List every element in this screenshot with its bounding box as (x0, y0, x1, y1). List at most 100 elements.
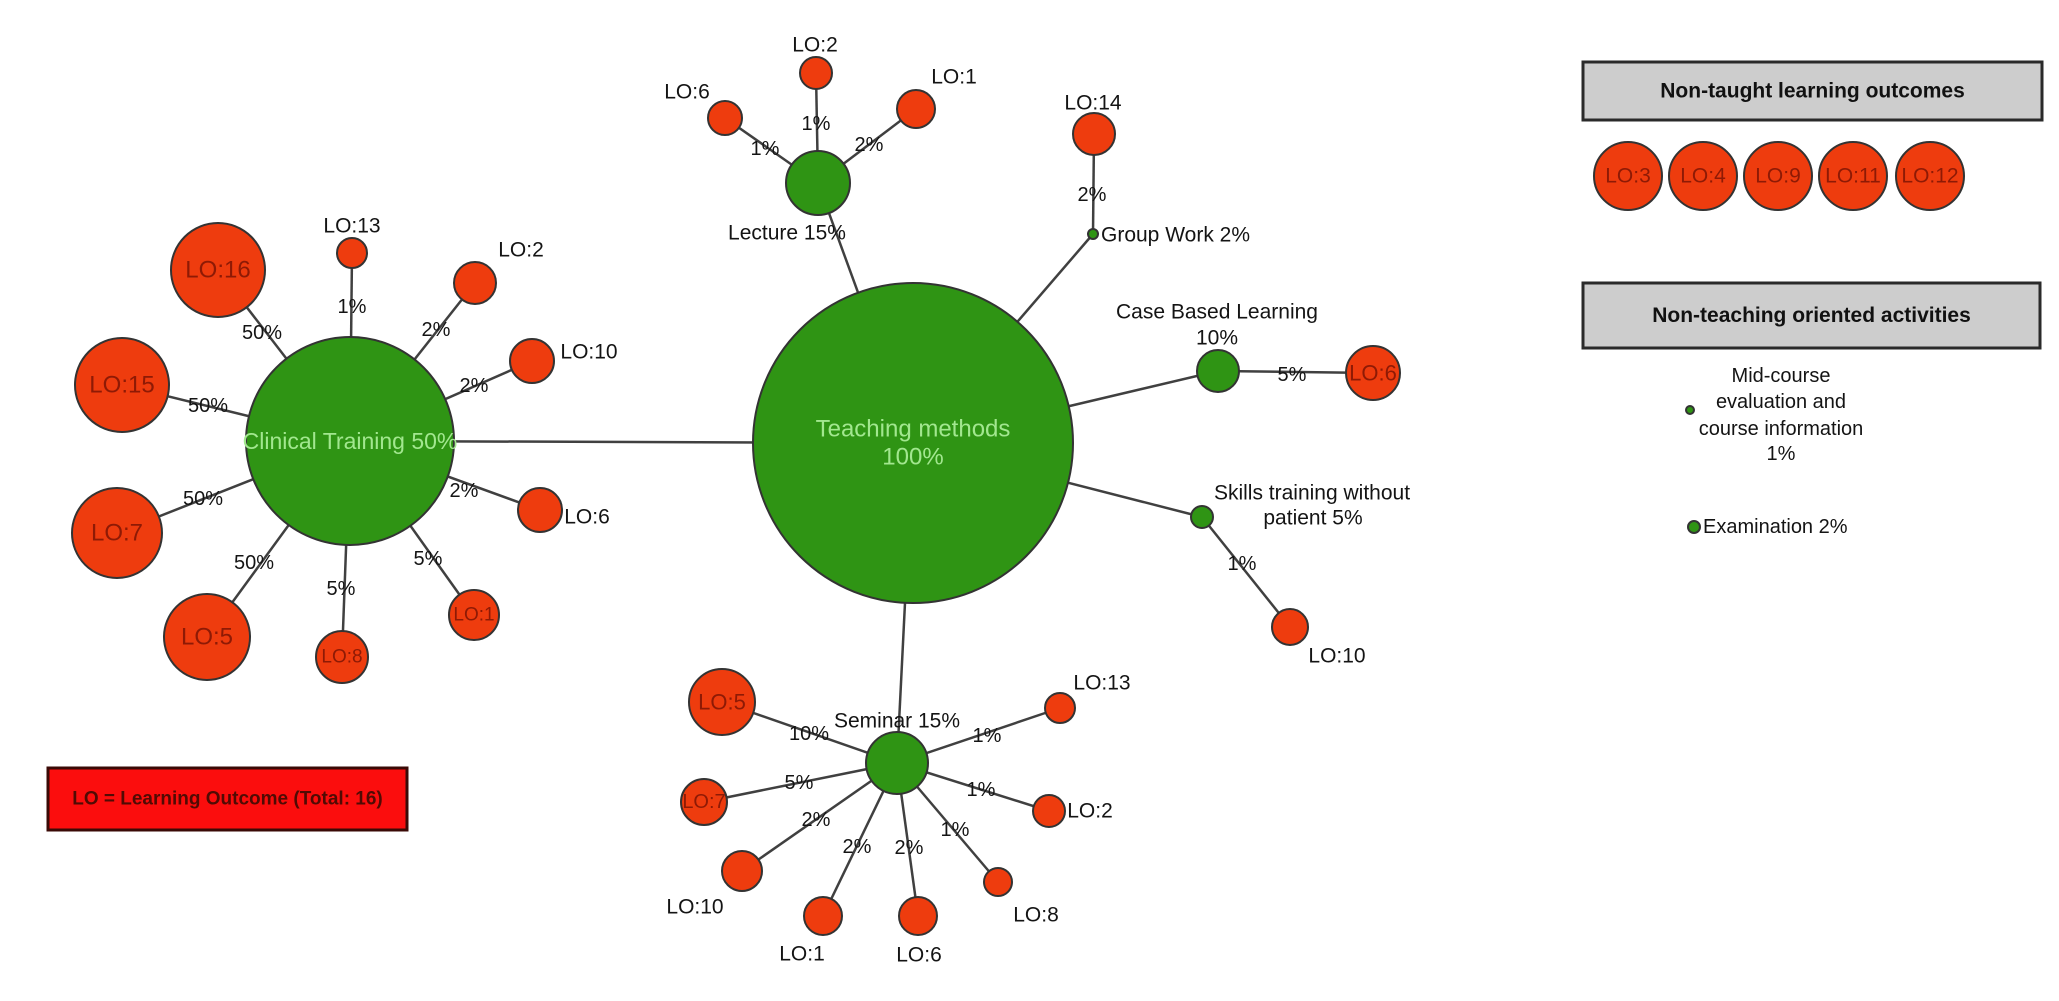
edge-label-seminar-to-lo8-seminar: 1% (941, 819, 970, 841)
case-based-learning-label-1: Case Based Learning (1116, 301, 1318, 324)
lo8-clinical-label: LO:8 (321, 647, 362, 668)
lecture-label: Lecture 15% (728, 222, 846, 245)
lo9-non-taught-label: LO:9 (1755, 165, 1801, 188)
teaching-methods-node (752, 282, 1074, 604)
lo9-non-taught-node (1743, 141, 1813, 211)
lo2-clinical-label: LO:2 (498, 239, 544, 262)
lo12-non-taught-node (1895, 141, 1965, 211)
lo1-lecture-label: LO:1 (931, 66, 977, 89)
edge-label-case-based-learning-to-lo6-case-based: 5% (1278, 364, 1307, 386)
lo6-case-based-node (1345, 345, 1401, 401)
skills-training-without-patient-node (1190, 505, 1214, 529)
lo5-seminar-label: LO:5 (698, 690, 746, 715)
lo10-seminar-label: LO:10 (666, 896, 723, 919)
lo5-clinical-node (163, 593, 251, 681)
lo3-non-taught-label: LO:3 (1605, 165, 1651, 188)
teaching-methods-label-1: Teaching methods (816, 416, 1011, 443)
lo8-seminar-node (983, 867, 1013, 897)
clinical-training-label: Clinical Training 50% (243, 428, 458, 454)
edge-label-clinical-training-to-lo8-clinical: 5% (327, 578, 356, 600)
skills-training-without-patient-label-2: patient 5% (1263, 507, 1362, 530)
edge-label-seminar-to-lo2-seminar: 1% (967, 779, 996, 801)
edge-label-seminar-to-lo13-seminar: 1% (973, 725, 1002, 747)
edge-label-seminar-to-lo10-seminar: 2% (802, 809, 831, 831)
lo8-clinical-node (315, 630, 369, 684)
edge-label-clinical-training-to-lo15-clinical: 50% (188, 395, 228, 417)
lo1-seminar-node (803, 896, 843, 936)
clinical-training-node (245, 336, 455, 546)
edge-label-seminar-to-lo1-seminar: 2% (843, 836, 872, 858)
lo1-seminar-label: LO:1 (779, 943, 825, 966)
edge-label-seminar-to-lo6-seminar: 2% (895, 837, 924, 859)
lo5-clinical-label: LO:5 (181, 624, 233, 651)
edge-label-clinical-training-to-lo1-clinical: 5% (414, 548, 443, 570)
lo5-seminar-node (688, 668, 756, 736)
non-taught-header-label: Non-taught learning outcomes (1660, 80, 1965, 103)
edge-label-lecture-to-lo2-lecture: 1% (802, 113, 831, 135)
edge-label-clinical-training-to-lo7-clinical: 50% (183, 488, 223, 510)
lo7-clinical-node (71, 487, 163, 579)
lo13-seminar-node (1044, 692, 1076, 724)
lo13-clinical-node (336, 237, 368, 269)
examination-node (1687, 520, 1701, 534)
lo13-clinical-label: LO:13 (323, 215, 380, 238)
lo2-seminar-node (1032, 794, 1066, 828)
teaching-methods-label-2: 100% (882, 443, 943, 470)
lo12-non-taught-label: LO:12 (1901, 165, 1958, 188)
lo6-lecture-label: LO:6 (664, 81, 710, 104)
edge-label-lecture-to-lo1-lecture: 2% (855, 134, 884, 156)
legend-box (46, 766, 409, 832)
seminar-node (865, 731, 929, 795)
lo2-clinical-node (453, 261, 497, 305)
edge-skills-training-without-patient-to-lo10-skills (1201, 516, 1291, 628)
skills-training-without-patient-label-1: Skills training without (1214, 482, 1410, 505)
lo6-seminar-node (898, 896, 938, 936)
lo7-clinical-label: LO:7 (91, 520, 143, 547)
edge-label-lecture-to-lo6-lecture: 1% (751, 138, 780, 160)
lo1-lecture-node (896, 89, 936, 129)
lo8-seminar-label: LO:8 (1013, 904, 1059, 927)
lo16-clinical-label: LO:16 (185, 257, 250, 284)
lo13-seminar-label: LO:13 (1073, 672, 1130, 695)
edge-label-clinical-training-to-lo5-clinical: 50% (234, 552, 274, 574)
lo10-clinical-label: LO:10 (560, 341, 617, 364)
lo2-lecture-label: LO:2 (792, 34, 838, 57)
legend-box-label: LO = Learning Outcome (Total: 16) (72, 789, 383, 810)
lo2-lecture-node (799, 56, 833, 90)
mid-course-evaluation-node (1685, 405, 1695, 415)
non-teaching-header-label: Non-teaching oriented activities (1652, 304, 1971, 327)
lo10-seminar-node (721, 850, 763, 892)
lo6-lecture-node (707, 100, 743, 136)
edge-seminar-to-lo7-seminar (703, 761, 898, 804)
examination-label: Examination 2% (1703, 516, 1848, 538)
lo1-clinical-label: LO:1 (453, 605, 494, 626)
edge-label-skills-training-without-patient-to-lo10-skills: 1% (1228, 553, 1257, 575)
lo2-seminar-label: LO:2 (1067, 800, 1113, 823)
lo15-clinical-node (74, 337, 170, 433)
group-work-label: Group Work 2% (1101, 224, 1250, 247)
non-taught-header (1581, 60, 2044, 122)
lo6-clinical-node (517, 487, 563, 533)
edge-label-clinical-training-to-lo6-clinical: 2% (450, 480, 479, 502)
group-work-node (1087, 228, 1099, 240)
lo14-group-work-node (1072, 112, 1116, 156)
edge-label-clinical-training-to-lo2-clinical: 2% (422, 319, 451, 341)
lo1-clinical-node (448, 589, 500, 641)
edge-label-group-work-to-lo14-group-work: 2% (1078, 184, 1107, 206)
lo10-clinical-node (509, 338, 555, 384)
lo11-non-taught-node (1818, 141, 1888, 211)
mid-course-evaluation-label-1: Mid-course (1732, 365, 1831, 387)
lecture-node (785, 150, 851, 216)
mid-course-evaluation-label-2: evaluation and (1716, 391, 1846, 413)
lo6-clinical-label: LO:6 (564, 506, 610, 529)
mid-course-evaluation-label-3: course information (1699, 418, 1864, 440)
lo10-skills-label: LO:10 (1308, 645, 1365, 668)
lo10-skills-node (1271, 608, 1309, 646)
edge-label-clinical-training-to-lo16-clinical: 50% (242, 322, 282, 344)
lo7-seminar-node (680, 778, 728, 826)
lo6-case-based-label: LO:6 (1349, 361, 1397, 386)
lo15-clinical-label: LO:15 (89, 372, 154, 399)
non-teaching-header (1581, 281, 2042, 350)
